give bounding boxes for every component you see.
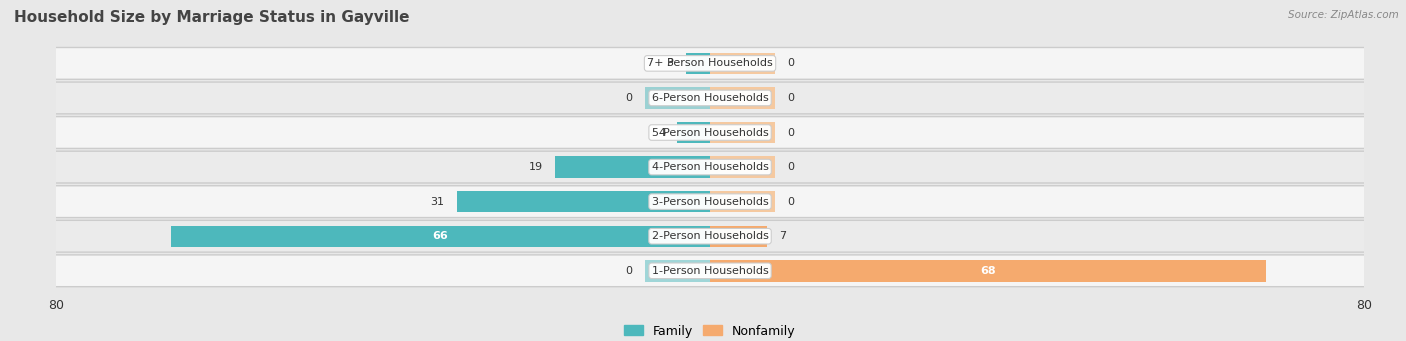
Text: 3-Person Households: 3-Person Households: [651, 197, 769, 207]
FancyBboxPatch shape: [39, 186, 1381, 218]
Text: 4: 4: [658, 128, 665, 137]
Text: 68: 68: [980, 266, 995, 276]
Text: Source: ZipAtlas.com: Source: ZipAtlas.com: [1288, 10, 1399, 20]
Text: 6-Person Households: 6-Person Households: [651, 93, 769, 103]
Bar: [710, 225, 768, 247]
Bar: [710, 157, 776, 178]
Text: 4-Person Households: 4-Person Households: [651, 162, 769, 172]
Bar: [644, 87, 710, 109]
Bar: [555, 157, 710, 178]
Text: 2-Person Households: 2-Person Households: [651, 231, 769, 241]
FancyBboxPatch shape: [39, 117, 1381, 148]
FancyBboxPatch shape: [39, 82, 1381, 114]
FancyBboxPatch shape: [39, 47, 1381, 79]
Text: 1-Person Households: 1-Person Households: [651, 266, 769, 276]
Text: 0: 0: [787, 93, 794, 103]
FancyBboxPatch shape: [39, 220, 1381, 252]
Bar: [710, 87, 776, 109]
Bar: [710, 122, 776, 143]
Bar: [710, 260, 1265, 282]
Legend: Family, Nonfamily: Family, Nonfamily: [619, 320, 801, 341]
Text: 19: 19: [529, 162, 543, 172]
Text: 5-Person Households: 5-Person Households: [651, 128, 769, 137]
Text: Household Size by Marriage Status in Gayville: Household Size by Marriage Status in Gay…: [14, 10, 409, 25]
Text: 0: 0: [626, 93, 633, 103]
Text: 0: 0: [787, 197, 794, 207]
Text: 3: 3: [666, 58, 673, 69]
Text: 0: 0: [787, 58, 794, 69]
FancyBboxPatch shape: [39, 151, 1381, 183]
Bar: [644, 260, 710, 282]
Text: 31: 31: [430, 197, 444, 207]
Text: 0: 0: [787, 128, 794, 137]
Text: 7+ Person Households: 7+ Person Households: [647, 58, 773, 69]
Bar: [170, 225, 710, 247]
Text: 66: 66: [433, 231, 449, 241]
Bar: [678, 122, 710, 143]
Text: 0: 0: [626, 266, 633, 276]
Bar: [710, 53, 776, 74]
Text: 7: 7: [779, 231, 786, 241]
Bar: [457, 191, 710, 212]
Bar: [710, 191, 776, 212]
FancyBboxPatch shape: [39, 255, 1381, 287]
Bar: [686, 53, 710, 74]
Text: 0: 0: [787, 162, 794, 172]
